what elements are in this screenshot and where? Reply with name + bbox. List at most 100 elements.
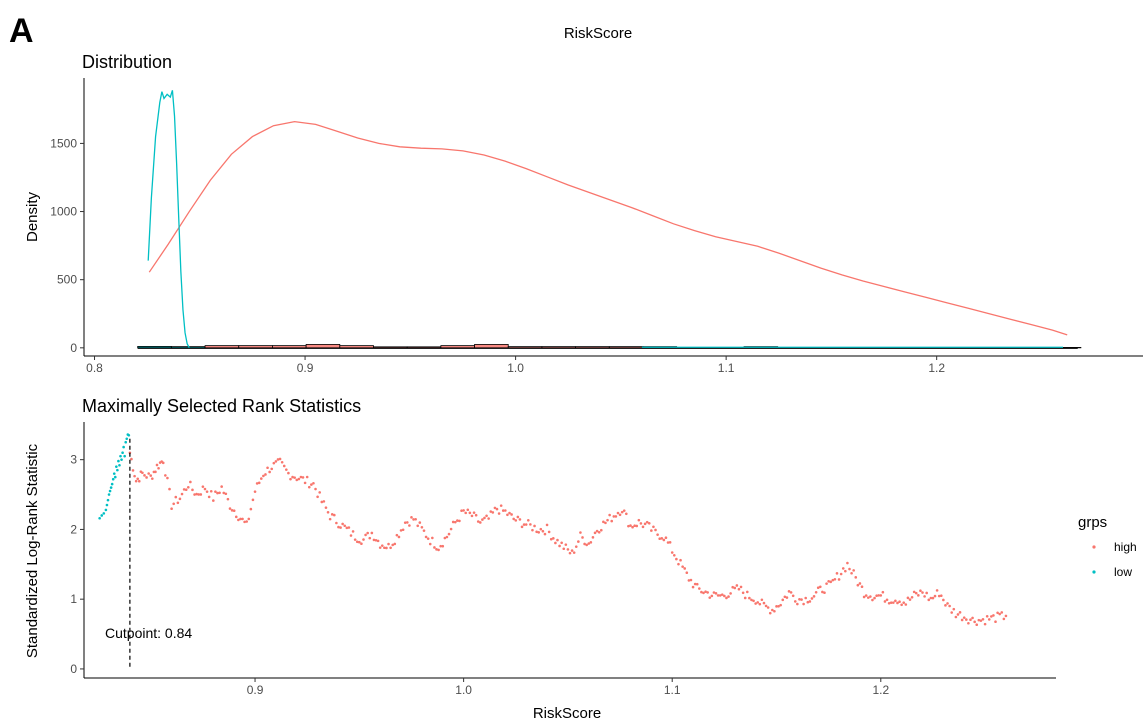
point-high [307, 485, 311, 489]
point-high [821, 590, 824, 594]
point-high [804, 596, 807, 600]
point-high [775, 605, 778, 608]
point-high [249, 507, 253, 511]
rank-statistics-x-axis-title: RiskScore [533, 705, 601, 722]
point-high [295, 478, 299, 482]
point-high [526, 518, 530, 522]
point-high [695, 582, 699, 586]
rank-y-tick-label: 2 [70, 522, 77, 536]
point-high [672, 553, 676, 557]
point-high [458, 519, 461, 523]
point-high [391, 543, 395, 547]
point-high [364, 533, 367, 537]
point-high [314, 487, 317, 491]
point-high [154, 470, 157, 474]
point-high [191, 488, 194, 492]
point-high [685, 571, 689, 575]
point-high [889, 601, 893, 604]
point-high [960, 618, 964, 622]
point-high [933, 594, 937, 598]
point-high [652, 525, 655, 529]
point-high [195, 492, 198, 496]
histogram-bar-high [272, 345, 307, 349]
point-high [773, 609, 776, 613]
point-high [422, 529, 426, 532]
point-high [349, 534, 353, 537]
point-high [894, 599, 897, 603]
point-high [164, 474, 167, 477]
legend-items: high low [1092, 540, 1137, 579]
point-high [848, 567, 851, 571]
point-high [199, 493, 203, 496]
point-high [958, 611, 962, 614]
point-high [543, 532, 547, 536]
point-high [689, 578, 693, 582]
point-high [718, 594, 722, 597]
point-low [112, 472, 116, 475]
point-high [182, 488, 186, 491]
point-high [161, 461, 165, 465]
point-high [735, 584, 739, 587]
point-low [102, 512, 106, 515]
distribution-y-tick-label: 0 [70, 341, 77, 355]
point-high [310, 483, 313, 486]
point-high [800, 598, 803, 601]
point-high [253, 490, 257, 493]
point-high [403, 521, 407, 524]
point-high [510, 513, 513, 516]
point-high [866, 596, 870, 599]
point-high [420, 526, 424, 529]
point-high [614, 515, 618, 518]
point-high [664, 536, 668, 539]
point-high [606, 518, 609, 522]
histogram-bar-high [507, 346, 543, 349]
point-high [810, 597, 814, 600]
point-high [301, 476, 305, 479]
point-high [214, 490, 217, 493]
point-high [472, 511, 476, 514]
point-high [952, 607, 956, 611]
point-high [312, 481, 315, 485]
point-high [839, 572, 843, 576]
point-high [433, 546, 436, 549]
point-high [990, 615, 993, 618]
histogram-bar-high [608, 346, 644, 349]
point-high [739, 585, 743, 589]
point-low [124, 440, 128, 444]
legend-key-low [1092, 570, 1096, 574]
point-high [854, 576, 858, 579]
point-high [948, 604, 951, 608]
distribution-x-tick-label: 1.1 [718, 361, 735, 375]
legend-title: grps [1078, 514, 1107, 531]
point-high [568, 551, 572, 555]
point-high [368, 536, 372, 540]
point-high [712, 591, 716, 594]
point-high [322, 500, 326, 503]
point-high [549, 537, 553, 541]
distribution-x-tick-label: 0.8 [86, 361, 103, 375]
rank-statistics-title: Maximally Selected Rank Statistics [82, 396, 361, 416]
point-high [547, 530, 551, 534]
point-low [106, 498, 110, 502]
point-high [335, 521, 338, 525]
point-high [410, 516, 413, 519]
histogram-bar-high [204, 345, 240, 349]
point-high [823, 591, 826, 594]
point-high [558, 544, 561, 548]
point-high [184, 488, 188, 492]
point-high [806, 600, 810, 604]
point-high [149, 474, 153, 477]
point-high [1004, 614, 1008, 618]
point-high [504, 509, 507, 512]
point-high [835, 572, 839, 575]
distribution-panel: Distribution Density 0 500 1000 1500 0.8 0.9 1… [24, 52, 1143, 375]
point-high [629, 524, 632, 527]
point-high [133, 474, 136, 478]
point-high [520, 525, 524, 529]
distribution-y-axis-title: Density [24, 191, 41, 242]
point-high [831, 578, 835, 582]
legend-label-high: high [1114, 540, 1137, 554]
point-high [825, 582, 828, 585]
point-high [1000, 611, 1004, 614]
point-high [925, 591, 928, 595]
